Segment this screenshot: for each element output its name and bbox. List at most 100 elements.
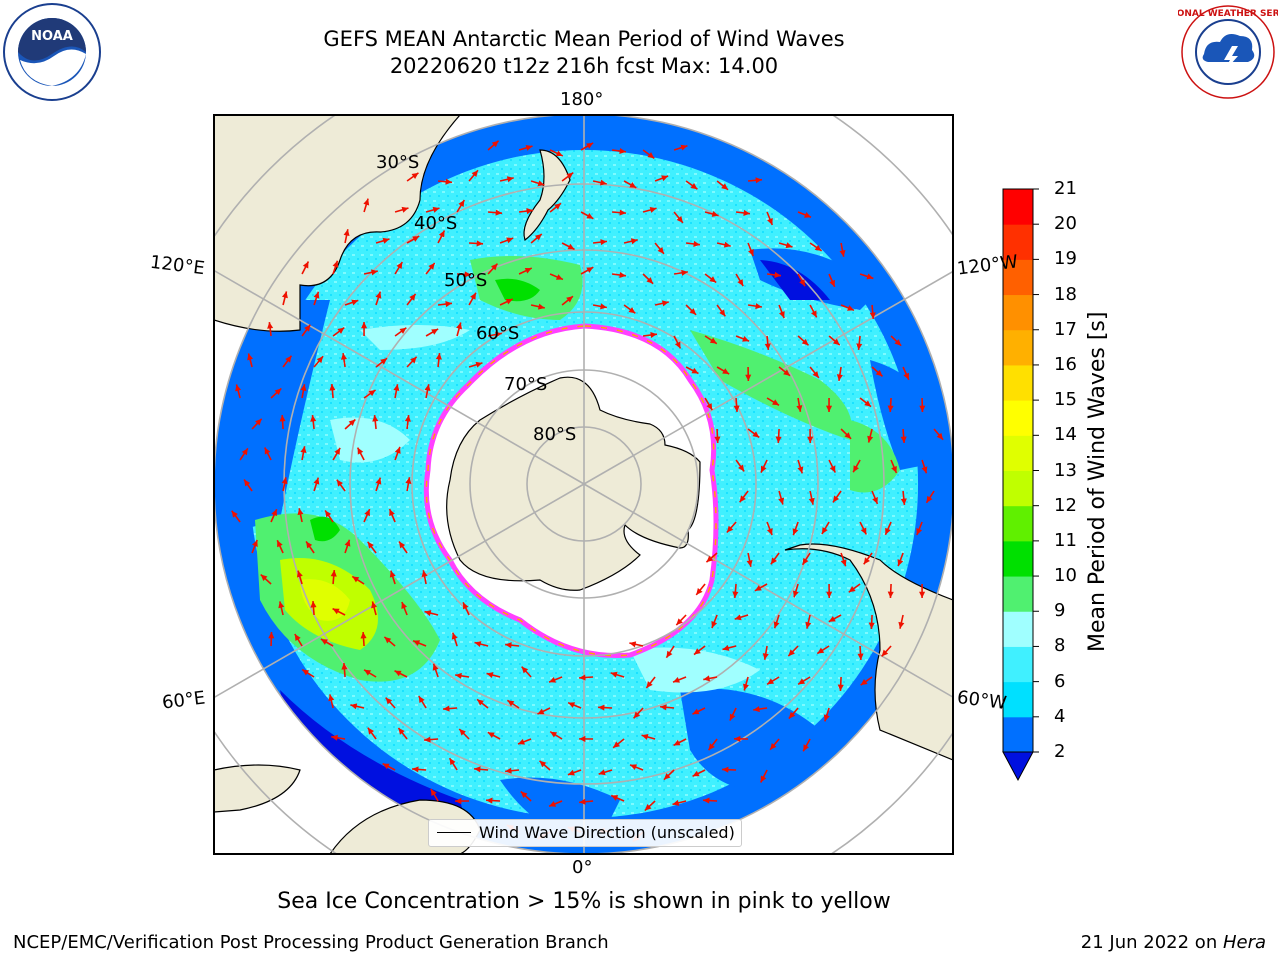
wave-arrow-head (706, 403, 713, 411)
wave-arrow-head (470, 292, 476, 300)
colorbar-segment (1003, 576, 1033, 612)
wave-arrow-head (798, 678, 806, 685)
wave-arrow-head (872, 496, 878, 504)
wave-arrow-head (722, 644, 730, 651)
wave-arrow-head (247, 353, 254, 361)
wave-arrow-head (641, 734, 649, 740)
wave-arrow-head (363, 198, 370, 206)
wave-arrow-head (380, 358, 387, 365)
wave-arrow-head (304, 324, 311, 332)
colorbar-segment (1003, 189, 1033, 225)
wave-arrow-head (783, 369, 790, 376)
wave-arrow-head (722, 368, 730, 375)
wave-arrow-head (926, 495, 933, 503)
wave-arrow-head (610, 671, 618, 678)
wave-arrow-head (300, 446, 307, 453)
wave-arrow-head (550, 731, 558, 738)
noaa-logo-text: NOAA (31, 29, 73, 44)
wave-arrow-head (555, 150, 563, 157)
colorbar-tick-label: 11 (1054, 529, 1077, 551)
wave-arrow-head (832, 338, 840, 346)
wave-arrow-head (760, 465, 767, 473)
colorbar-label: Mean Period of Wind Waves [s] (1085, 311, 1110, 652)
wave-arrow-head (703, 675, 711, 682)
wave-arrow-head (745, 374, 752, 381)
wave-arrow-head (839, 249, 846, 257)
wave-arrow-head (537, 180, 545, 187)
wave-arrow-head (475, 361, 483, 368)
wave-arrow-head (329, 384, 336, 391)
wave-arrow-head (455, 672, 462, 679)
wave-arrow-head (456, 322, 463, 330)
map-frame (213, 114, 954, 855)
wave-arrow-head (693, 240, 700, 247)
wave-arrow-head (294, 634, 301, 641)
wave-arrow-head (900, 498, 907, 505)
wave-arrow-head (281, 291, 288, 299)
wave-arrow-head (364, 669, 372, 676)
wave-arrow-head (802, 557, 809, 565)
wave-arrow-head (673, 739, 681, 746)
wave-arrow-head (555, 274, 563, 280)
wave-arrow-head (330, 570, 337, 577)
noaa-logo: NOAA (3, 3, 101, 101)
wave-arrow-head (300, 384, 307, 391)
wave-arrow-head (721, 183, 729, 190)
wave-arrow-head (826, 591, 833, 598)
wave-arrow-head (566, 296, 573, 303)
wave-arrow-head (774, 271, 781, 278)
wave-arrow-head (352, 576, 360, 583)
colorbar-segment (1003, 259, 1033, 296)
wave-arrow-head (644, 804, 652, 811)
wave-arrow-head (733, 405, 740, 412)
wave-arrow-head (814, 244, 822, 251)
colorbar-tick-label: 8 (1054, 635, 1066, 657)
wave-arrow-head (281, 477, 288, 485)
wave-arrow-head (521, 666, 529, 674)
wave-arrow-head (921, 466, 928, 474)
wave-arrow-head (364, 509, 370, 517)
wave-arrow-head (709, 276, 717, 283)
lat-label-40s: 40°S (414, 213, 458, 234)
wave-arrow-head (732, 591, 739, 598)
wave-arrow-head (719, 309, 726, 317)
wave-arrow-head (432, 663, 439, 671)
wave-arrow-head (748, 249, 754, 257)
wave-arrow-head (599, 179, 607, 186)
wave-arrow-head (409, 293, 416, 301)
wave-arrow-head (762, 653, 769, 660)
wave-arrow-head (360, 632, 367, 639)
colorbar-tick-label: 10 (1054, 565, 1077, 587)
colorbar-tick-label: 9 (1054, 600, 1066, 622)
nws-logo: NATIONAL WEATHER SERVICE (1178, 5, 1278, 99)
australia (214, 115, 461, 332)
wave-arrow-head (770, 557, 777, 565)
wave-arrow-head (567, 243, 575, 250)
wave-arrow-head (867, 435, 874, 443)
wave-arrow-head (586, 212, 594, 219)
wave-arrow-head (351, 299, 359, 306)
wave-arrow-head (767, 218, 773, 225)
wave-arrow-head (598, 704, 605, 711)
wave-arrow-head (382, 763, 390, 770)
wave-arrow-head (900, 436, 907, 443)
colorbar-segment (1003, 611, 1033, 647)
wave-arrow-head (764, 343, 771, 350)
wave-arrow-head (267, 322, 274, 329)
wave-arrow-head (903, 372, 909, 380)
wave-arrow-head (860, 678, 868, 686)
wave-arrow-head (760, 775, 767, 783)
wave-arrow-head (779, 311, 785, 319)
wave-arrow-head (399, 541, 406, 549)
wave-arrow-head (566, 172, 574, 179)
lon-label-180: 180° (560, 89, 604, 110)
footer-date: 21 Jun 2022 on Hera (1081, 932, 1266, 953)
wave-arrow-head (549, 801, 557, 807)
wave-arrow-head (619, 147, 626, 155)
wave-arrow-head (796, 405, 803, 412)
wave-arrow-head (738, 464, 745, 472)
wave-arrow-head (803, 744, 809, 752)
wave-arrow-head (389, 509, 395, 517)
wave-arrow-head (486, 672, 494, 678)
